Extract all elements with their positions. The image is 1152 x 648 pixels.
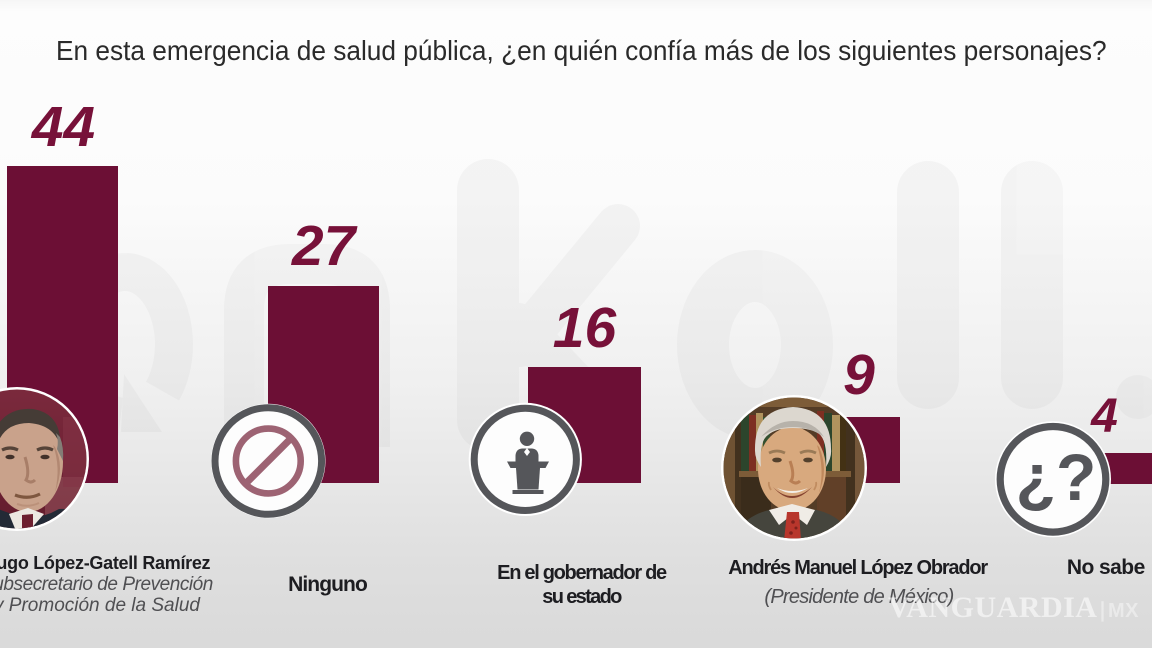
svg-text:¿?: ¿? xyxy=(1016,440,1097,514)
